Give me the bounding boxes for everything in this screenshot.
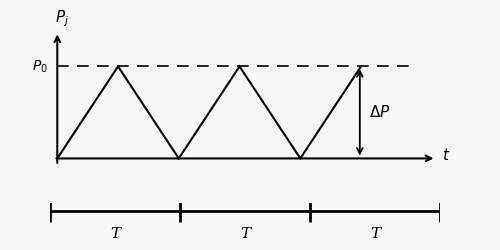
Text: $P_0$: $P_0$ — [32, 58, 48, 74]
Text: T: T — [370, 226, 380, 240]
Text: T: T — [110, 226, 120, 240]
Text: $t$: $t$ — [442, 147, 450, 163]
Text: $P_j$: $P_j$ — [56, 8, 70, 29]
Text: T: T — [240, 226, 250, 240]
Text: $\Delta P$: $\Delta P$ — [369, 104, 390, 120]
